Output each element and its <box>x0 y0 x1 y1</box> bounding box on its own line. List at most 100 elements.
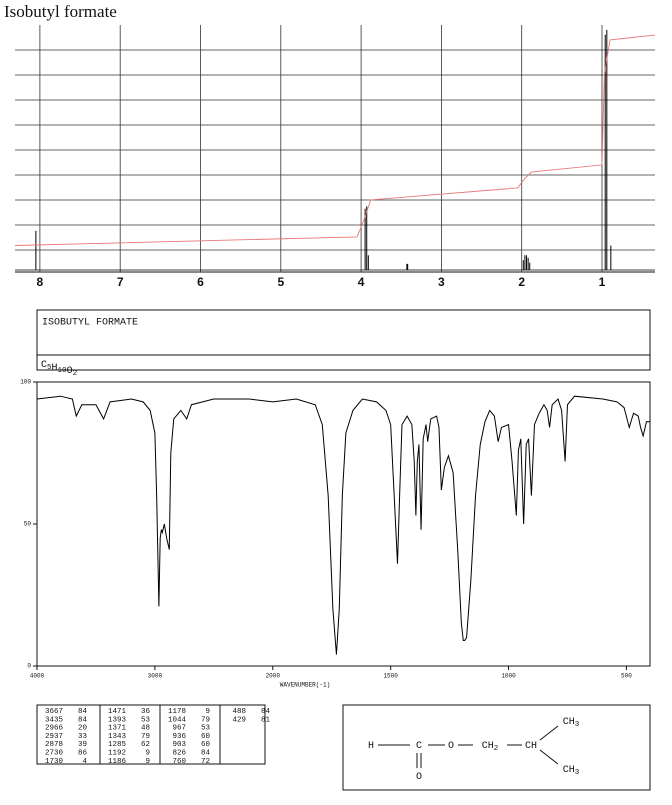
peak-wavenumber: 1393 <box>108 716 127 724</box>
peak-wavenumber: 429 <box>232 716 246 724</box>
bonds <box>378 725 559 768</box>
text-part: H <box>52 363 58 374</box>
peak-transmittance: 60 <box>201 733 211 741</box>
peak-wavenumber: 3435 <box>45 716 64 724</box>
x-tick-label: 1000 <box>501 673 516 680</box>
subscript: 10 <box>58 367 68 375</box>
atom-label: CH3 <box>563 765 580 777</box>
y-tick-label: 50 <box>24 521 32 528</box>
x-tick-label: 8 <box>37 275 44 289</box>
peak-wavenumber: 3667 <box>45 708 63 716</box>
x-tick-label: 2 <box>518 275 525 289</box>
text-part: CH <box>563 765 575 776</box>
peak-transmittance: 79 <box>201 716 210 724</box>
x-tick-label: 3000 <box>148 673 163 680</box>
atom-label: CH <box>525 741 537 752</box>
peak-transmittance: 48 <box>141 725 150 733</box>
text-part: CH <box>525 741 537 752</box>
peak-transmittance: 84 <box>201 749 211 757</box>
ir-trace <box>36 395 650 655</box>
peak-transmittance: 33 <box>78 733 88 741</box>
peak-transmittance: 20 <box>78 725 88 733</box>
text-part: C <box>41 360 47 371</box>
peak-wavenumber: 1186 <box>108 758 127 766</box>
peak-transmittance: 81 <box>261 716 271 724</box>
atom-label: O <box>416 772 422 783</box>
peak-transmittance: 86 <box>78 749 88 757</box>
bond <box>539 749 559 765</box>
peak-wavenumber: 1178 <box>168 708 186 716</box>
peak-wavenumber: 1730 <box>45 758 64 766</box>
peak-transmittance: 53 <box>201 725 211 733</box>
atom-label: CH2 <box>482 741 499 753</box>
peak-transmittance: 36 <box>141 708 151 716</box>
peak-transmittance: 72 <box>201 758 210 766</box>
peak-wavenumber: 2730 <box>45 749 64 757</box>
peak-transmittance: 84 <box>78 716 88 724</box>
text-part: O <box>67 366 73 377</box>
ir-title: ISOBUTYL FORMATE <box>42 318 138 329</box>
integral-curve <box>14 34 656 246</box>
peak-wavenumber: 1044 <box>168 716 187 724</box>
atom-label: H <box>368 741 374 752</box>
subscript: 5 <box>47 364 52 372</box>
x-tick-label: 5 <box>277 275 284 289</box>
atom-label: O <box>448 741 454 752</box>
nmr-hgrid <box>15 49 655 273</box>
peak-wavenumber: 2937 <box>45 733 63 741</box>
text-part: O <box>448 741 454 752</box>
peak-wavenumber: 826 <box>172 749 186 757</box>
text-part: CH <box>482 741 494 752</box>
peak-wavenumber: 1192 <box>108 749 126 757</box>
peak-transmittance: 9 <box>205 708 210 716</box>
subscript: 3 <box>575 769 580 777</box>
peak-wavenumber: 1285 <box>108 741 127 749</box>
peak-transmittance: 53 <box>141 716 151 724</box>
x-tick-label: 1 <box>599 275 606 289</box>
peak-wavenumber: 2966 <box>45 725 64 733</box>
subscript: 2 <box>73 370 78 378</box>
x-tick-label: 500 <box>621 673 632 680</box>
atom-label: C <box>416 741 422 752</box>
x-tick-label: 1500 <box>383 673 398 680</box>
subscript: 2 <box>494 745 499 753</box>
ir-header-box <box>36 309 651 371</box>
peak-transmittance: 60 <box>201 741 211 749</box>
ir-frame <box>36 381 651 667</box>
text-part: CH <box>563 717 575 728</box>
peak-table-box <box>36 704 266 765</box>
peak-wavenumber: 1371 <box>108 725 127 733</box>
peak-transmittance: 79 <box>141 733 150 741</box>
x-tick-label: 3 <box>438 275 445 289</box>
peak-wavenumber: 967 <box>172 725 186 733</box>
subscript: 3 <box>575 721 580 729</box>
x-tick-label: 6 <box>197 275 204 289</box>
x-tick-label: 7 <box>117 275 124 289</box>
peak-wavenumber: 760 <box>172 758 186 766</box>
peak-wavenumber: 488 <box>232 708 246 716</box>
x-tick-label: 2000 <box>266 673 281 680</box>
peak-transmittance: 84 <box>78 708 88 716</box>
y-tick-label: 100 <box>20 379 31 386</box>
peak-transmittance: 9 <box>145 749 150 757</box>
nmr-title: Isobutyl formate <box>4 2 117 21</box>
text-part: O <box>416 772 422 783</box>
peak-wavenumber: 1471 <box>108 708 127 716</box>
bond <box>539 725 559 741</box>
peak-wavenumber: 1343 <box>108 733 127 741</box>
peak-transmittance: 62 <box>141 741 150 749</box>
ir-formula: C5H10O2 <box>41 360 77 378</box>
peak-transmittance: 4 <box>82 758 87 766</box>
peak-wavenumber: 936 <box>172 733 186 741</box>
peak-wavenumber: 903 <box>172 741 186 749</box>
structure-box <box>342 704 651 791</box>
peak-transmittance: 39 <box>78 741 87 749</box>
atom-label: CH3 <box>563 717 580 729</box>
x-tick-label: 4 <box>358 275 365 289</box>
y-tick-label: 0 <box>27 663 31 670</box>
peak-wavenumber: 2878 <box>45 741 63 749</box>
text-part: H <box>368 741 374 752</box>
x-tick-label: 4000 <box>30 673 45 680</box>
